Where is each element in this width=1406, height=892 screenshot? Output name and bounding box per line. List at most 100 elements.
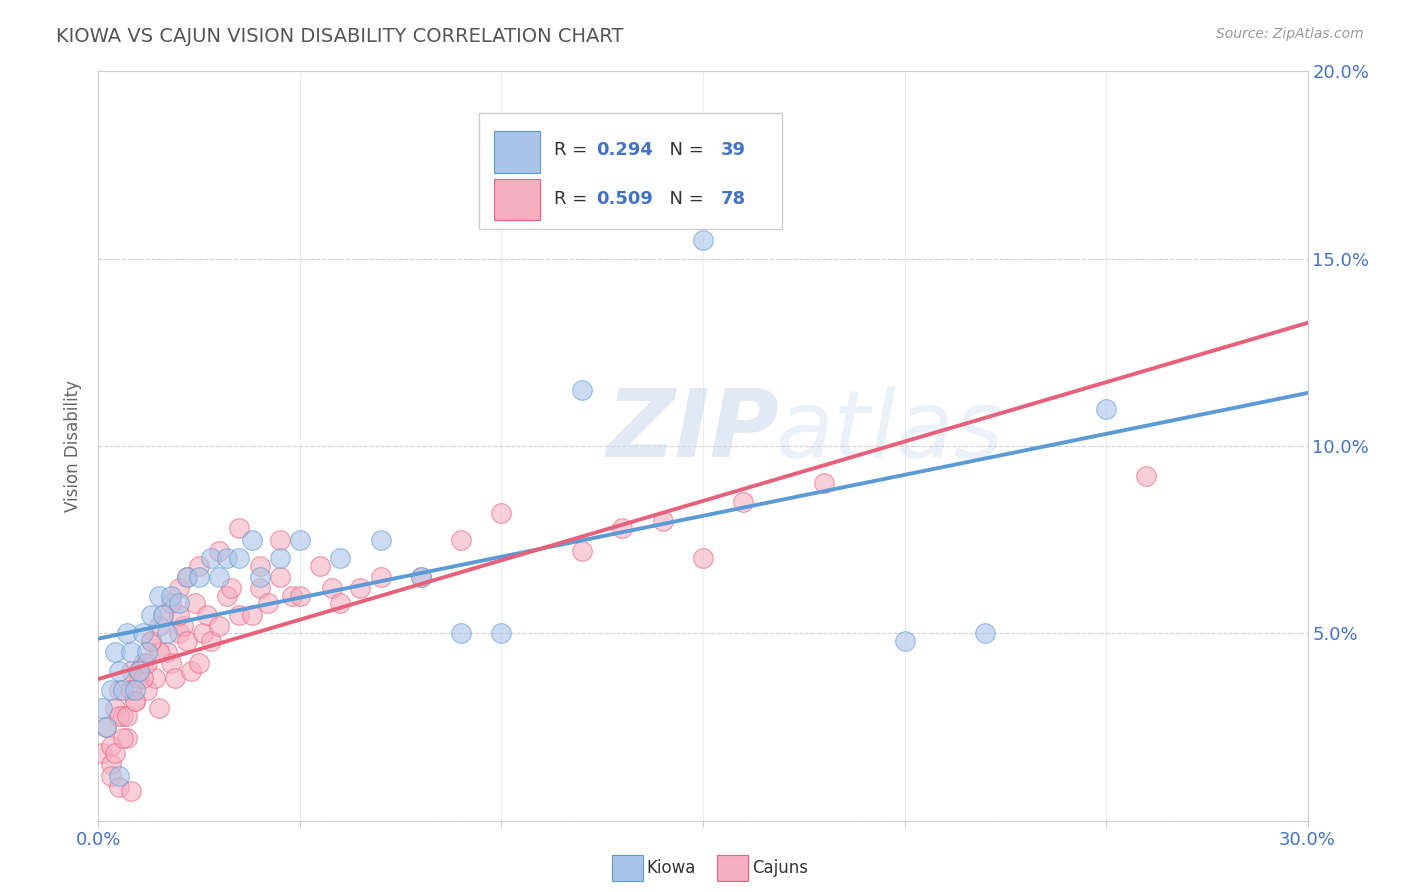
Text: atlas: atlas	[776, 385, 1004, 476]
Point	[208, 570, 231, 584]
Text: ZIP: ZIP	[606, 385, 779, 477]
Point	[139, 633, 162, 648]
Point	[612, 521, 634, 535]
Point	[152, 607, 174, 622]
Point	[128, 664, 150, 678]
Point	[160, 657, 183, 671]
Point	[120, 664, 142, 678]
Point	[240, 607, 263, 622]
Point	[309, 558, 332, 573]
Point	[167, 607, 190, 622]
Text: 78: 78	[721, 190, 747, 208]
Point	[349, 582, 371, 596]
Text: 0.509: 0.509	[596, 190, 654, 208]
Text: R =: R =	[554, 190, 593, 208]
Text: 0.294: 0.294	[596, 141, 654, 159]
Point	[107, 780, 129, 794]
Point	[228, 551, 250, 566]
Point	[692, 551, 714, 566]
Point	[103, 645, 125, 659]
Point	[128, 664, 150, 678]
Point	[107, 682, 129, 697]
Point	[124, 682, 146, 697]
Point	[143, 671, 166, 685]
Text: Kiowa: Kiowa	[647, 859, 696, 877]
Text: KIOWA VS CAJUN VISION DISABILITY CORRELATION CHART: KIOWA VS CAJUN VISION DISABILITY CORRELA…	[56, 27, 624, 45]
Point	[107, 664, 129, 678]
Point	[111, 682, 134, 697]
Point	[813, 476, 835, 491]
Point	[176, 570, 198, 584]
Point	[370, 570, 392, 584]
Point	[491, 626, 513, 640]
Point	[974, 626, 997, 640]
Point	[269, 551, 291, 566]
FancyBboxPatch shape	[494, 131, 540, 172]
Point	[107, 708, 129, 723]
Point	[115, 708, 138, 723]
Point	[200, 551, 222, 566]
Point	[208, 544, 231, 558]
Point	[208, 619, 231, 633]
Point	[409, 570, 432, 584]
Point	[163, 671, 186, 685]
Point	[139, 633, 162, 648]
Point	[321, 582, 343, 596]
Point	[103, 746, 125, 760]
Point	[269, 533, 291, 547]
FancyBboxPatch shape	[494, 178, 540, 219]
Point	[132, 626, 155, 640]
Point	[733, 495, 755, 509]
Y-axis label: Vision Disability: Vision Disability	[65, 380, 83, 512]
Point	[184, 596, 207, 610]
Point	[370, 533, 392, 547]
Point	[152, 607, 174, 622]
Point	[172, 619, 194, 633]
Point	[329, 551, 352, 566]
Point	[176, 633, 198, 648]
Point	[132, 671, 155, 685]
Point	[148, 701, 170, 715]
Point	[249, 558, 271, 573]
Point	[111, 731, 134, 746]
Point	[91, 746, 114, 760]
Text: N =: N =	[658, 190, 710, 208]
Point	[96, 720, 118, 734]
Point	[188, 558, 211, 573]
Point	[195, 607, 218, 622]
Point	[120, 682, 142, 697]
Point	[124, 694, 146, 708]
Point	[188, 657, 211, 671]
Point	[139, 607, 162, 622]
Point	[571, 544, 593, 558]
Point	[651, 514, 673, 528]
Point	[409, 570, 432, 584]
Point	[240, 533, 263, 547]
Point	[188, 570, 211, 584]
Point	[135, 657, 157, 671]
Point	[491, 507, 513, 521]
Point	[249, 570, 271, 584]
Point	[180, 664, 202, 678]
Point	[91, 701, 114, 715]
Point	[228, 521, 250, 535]
Point	[269, 570, 291, 584]
Point	[96, 720, 118, 734]
Point	[135, 645, 157, 659]
Point	[167, 626, 190, 640]
Point	[1135, 469, 1157, 483]
Point	[167, 596, 190, 610]
Point	[893, 633, 915, 648]
Point	[571, 383, 593, 397]
Point	[103, 701, 125, 715]
Point	[115, 731, 138, 746]
Point	[217, 589, 239, 603]
Point	[249, 582, 271, 596]
Point	[120, 783, 142, 797]
Text: 39: 39	[721, 141, 747, 159]
Point	[228, 607, 250, 622]
Point	[132, 657, 155, 671]
Point	[107, 769, 129, 783]
Point	[450, 626, 472, 640]
Point	[128, 671, 150, 685]
